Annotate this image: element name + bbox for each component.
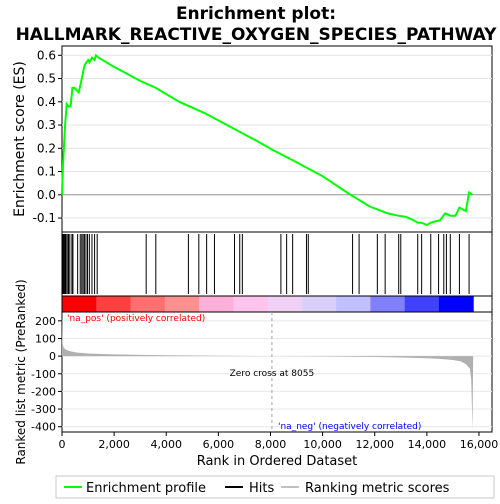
heat-segment [131,296,166,312]
legend-label-hits: Hits [249,481,274,496]
heat-segment [233,296,268,312]
chart-title-line1: Enrichment plot: [176,4,336,24]
rk-xtick-label: 8,000 [255,438,287,451]
negative-correlation-label: 'na_neg' (negatively correlated) [278,422,421,432]
zero-cross-label: Zero cross at 8055 [230,369,315,379]
heat-segment [370,296,405,312]
heat-segment [336,296,371,312]
es-panel: -0.1 0.0 0.1 0.2 0.3 0.4 0.5 0.6 Enrichment sco… [12,46,492,232]
legend: Enrichment profile Hits Ranking metric s… [56,476,494,498]
es-ytick-label: -0.1 [33,211,56,225]
rk-xtick-label: 6,000 [203,438,235,451]
heat-segment [268,296,303,312]
ranked-ylabel: Ranked list metric (PreRanked) [14,279,28,464]
ranking-heatmap-bar [62,296,492,312]
heat-segment [405,296,440,312]
heat-segment [62,296,97,312]
rk-ytick-label: 200 [35,315,56,328]
heat-segment [302,296,337,312]
es-ytick-label: 0.1 [37,165,56,179]
heat-segment [96,296,131,312]
rk-ytick-label: -100 [31,368,56,381]
rk-ytick-label: -400 [31,421,56,434]
rk-xtick-label: 2,000 [98,438,130,451]
rk-xtick-label: 12,000 [355,438,394,451]
heat-segment [439,296,474,312]
rk-xtick-label: 0 [59,438,66,451]
heat-segment [165,296,200,312]
rk-xtick-label: 4,000 [150,438,182,451]
es-ytick-label: 0.3 [37,118,56,132]
rk-xtick-label: 14,000 [408,438,447,451]
rk-ytick-label: -300 [31,403,56,416]
es-ytick-label: 0.6 [37,48,56,62]
rk-ytick-label: 100 [35,332,56,345]
rk-xtick-label: 16,000 [460,438,499,451]
es-ytick-label: 0.0 [37,188,56,202]
rk-xtick-label: 10,000 [303,438,342,451]
positive-correlation-label: 'na_pos' (positively correlated) [67,314,205,324]
es-ytick-label: 0.2 [37,141,56,155]
legend-label-enrichment-profile: Enrichment profile [86,481,206,496]
ranked-xlabel: Rank in Ordered Dataset [197,454,358,469]
es-ytick-label: 0.4 [37,95,56,109]
rk-ytick-label: 0 [49,350,56,363]
heat-segment [199,296,234,312]
es-ytick-label: 0.5 [37,72,56,86]
es-ylabel: Enrichment score (ES) [12,61,28,217]
chart-title-line2: HALLMARK_REACTIVE_OXYGEN_SPECIES_PATHWAY [16,25,498,45]
rk-ytick-label: -200 [31,385,56,398]
hits-panel [62,232,492,296]
legend-label-ranking-metric-scores: Ranking metric scores [305,481,450,496]
